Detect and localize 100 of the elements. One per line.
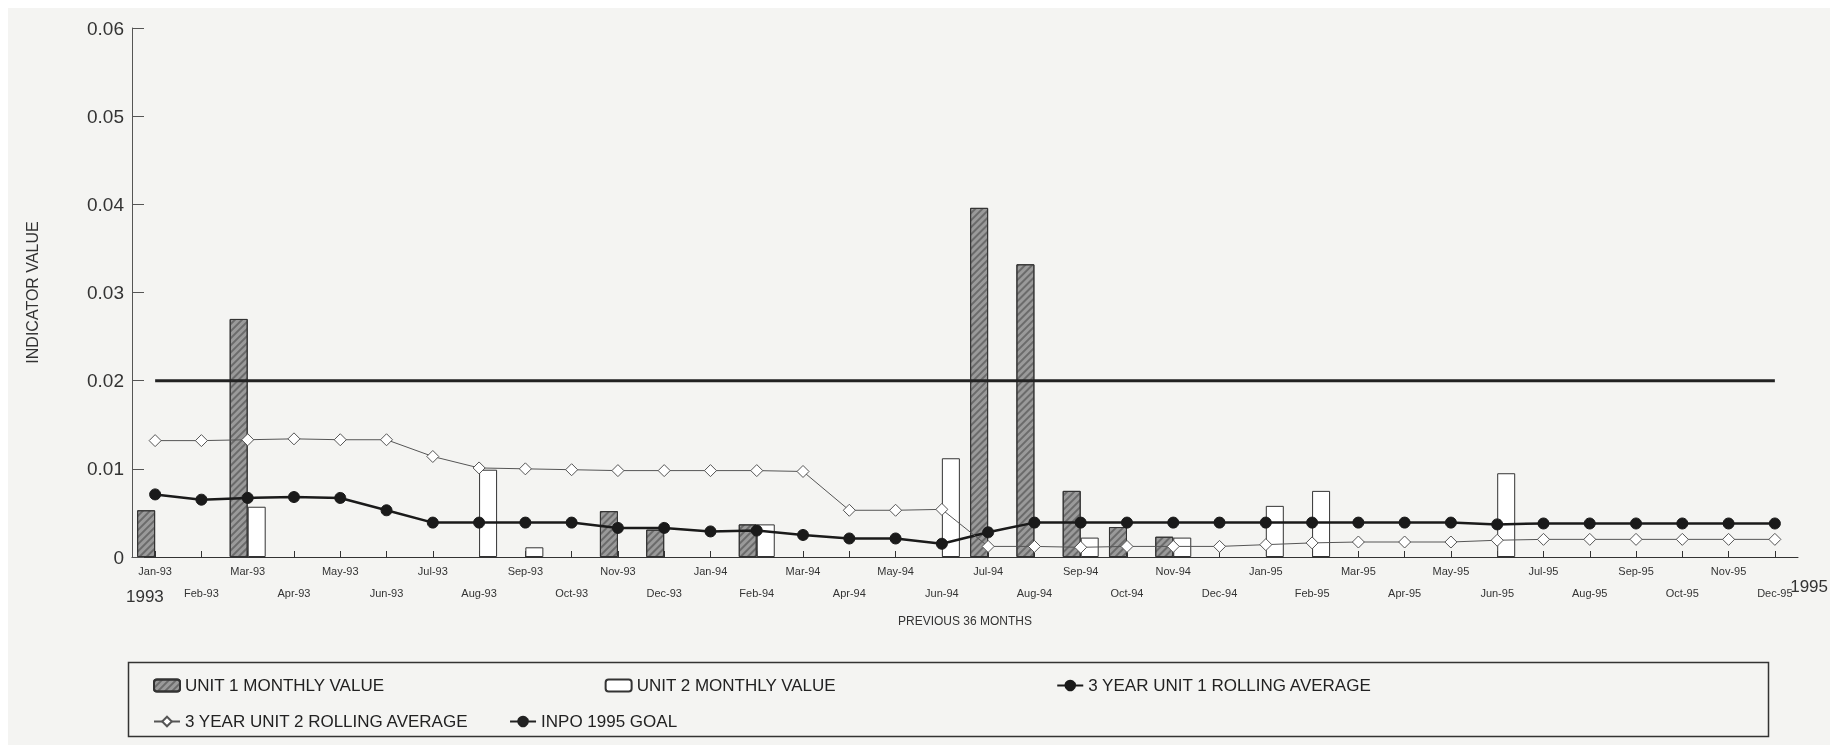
x-tick-label: Dec-94	[1201, 586, 1238, 599]
x-tick-label: Oct-95	[1665, 586, 1699, 599]
point	[889, 503, 903, 517]
point	[1351, 535, 1365, 549]
x-tick-label: Apr-94	[832, 586, 866, 599]
point	[704, 525, 717, 538]
point	[473, 516, 486, 529]
x-tick-label: Oct-93	[555, 586, 589, 599]
point	[1398, 535, 1412, 549]
point	[472, 461, 486, 475]
point	[380, 504, 393, 517]
x-tick-label: Sep-93	[507, 564, 544, 577]
point	[1120, 516, 1133, 529]
legend-label: INPO 1995 GOAL	[541, 712, 678, 731]
legend-label: 3 YEAR UNIT 1 ROLLING AVERAGE	[1088, 676, 1371, 695]
y-tick-label: 0.01	[87, 458, 124, 480]
point	[1444, 516, 1457, 529]
point	[1352, 516, 1365, 529]
point	[1583, 532, 1597, 546]
point	[426, 516, 439, 529]
y-tick-label: 0.02	[87, 370, 124, 392]
point	[1537, 517, 1550, 530]
x-tick-label: Jun-95	[1480, 586, 1515, 599]
x-tick-label: May-95	[1432, 564, 1470, 577]
legend-label: 3 YEAR UNIT 2 ROLLING AVERAGE	[185, 712, 468, 731]
point	[1259, 516, 1272, 529]
x-tick-label: Aug-94	[1016, 586, 1053, 599]
point	[565, 516, 578, 529]
point	[1028, 516, 1041, 529]
y-tick-label: 0.03	[87, 282, 124, 303]
point	[287, 432, 301, 446]
point	[1583, 517, 1596, 530]
x-tick-label: Jan-95	[1248, 564, 1283, 577]
point	[1167, 516, 1180, 529]
point	[1444, 535, 1458, 549]
y-tick-label: 0.05	[87, 105, 124, 127]
point	[241, 433, 255, 447]
point	[658, 521, 671, 534]
x-tick-label: Jun-94	[925, 586, 959, 599]
x-tick-label: Sep-94	[1062, 564, 1099, 577]
x-tick-label: Jun-93	[369, 586, 404, 599]
point	[1027, 539, 1041, 553]
x-tick-label: Jul-94	[973, 564, 1004, 577]
point	[518, 462, 532, 476]
x-tick-label: Mar-94	[785, 564, 821, 577]
point	[889, 532, 902, 545]
point	[703, 464, 717, 478]
point	[657, 464, 671, 478]
x-tick-label: Nov-95	[1710, 564, 1747, 577]
point	[982, 526, 995, 539]
point	[194, 434, 208, 448]
point	[796, 464, 810, 478]
x-tick-label: Feb-94	[739, 586, 775, 599]
x-tick-label: Mar-95	[1340, 564, 1376, 577]
point	[1722, 517, 1735, 530]
point	[1074, 540, 1088, 554]
x-tick-label: May-93	[321, 564, 359, 577]
point	[1768, 532, 1782, 546]
point	[149, 488, 162, 501]
point	[1305, 536, 1319, 550]
point	[1120, 539, 1134, 553]
point	[1490, 533, 1504, 547]
point	[1675, 532, 1689, 546]
point	[1722, 532, 1736, 546]
point	[1074, 516, 1087, 529]
point	[750, 524, 763, 537]
point	[241, 491, 254, 504]
point	[333, 433, 347, 447]
x-tick-label: Mar-93	[230, 564, 266, 577]
x-tick-label: Apr-93	[277, 586, 311, 599]
point	[935, 502, 949, 516]
point	[981, 539, 995, 553]
x-tick-label: Nov-94	[1155, 564, 1191, 577]
point	[1166, 539, 1180, 553]
point	[611, 521, 624, 534]
x-tick-label: Jan-93	[138, 564, 172, 577]
point	[1536, 532, 1550, 546]
x-tick-label: Feb-93	[183, 586, 219, 599]
point	[1213, 516, 1226, 529]
y-axis-title: INDICATOR VALUE	[23, 221, 41, 364]
x-tick-label: Jan-94	[693, 564, 728, 577]
x-tick-label: Dec-93	[646, 586, 682, 599]
point	[1676, 517, 1689, 530]
x-axis-title: PREVIOUS 36 MONTHS	[897, 614, 1033, 628]
point	[750, 464, 764, 478]
point	[426, 449, 440, 463]
point	[1306, 516, 1319, 529]
point	[195, 493, 208, 506]
x-tick-label: Aug-93	[461, 586, 497, 599]
point	[1630, 517, 1643, 530]
legend-label: UNIT 1 MONTHLY VALUE	[185, 676, 385, 695]
x-tick-label: Jul-93	[417, 564, 448, 577]
x-tick-label: Oct-94	[1110, 586, 1144, 599]
point	[1398, 516, 1411, 529]
point	[1491, 518, 1504, 531]
x-tick-label: Sep-95	[1618, 564, 1654, 577]
point	[565, 463, 579, 477]
point	[1629, 532, 1643, 546]
point	[334, 491, 347, 504]
point	[380, 433, 394, 447]
